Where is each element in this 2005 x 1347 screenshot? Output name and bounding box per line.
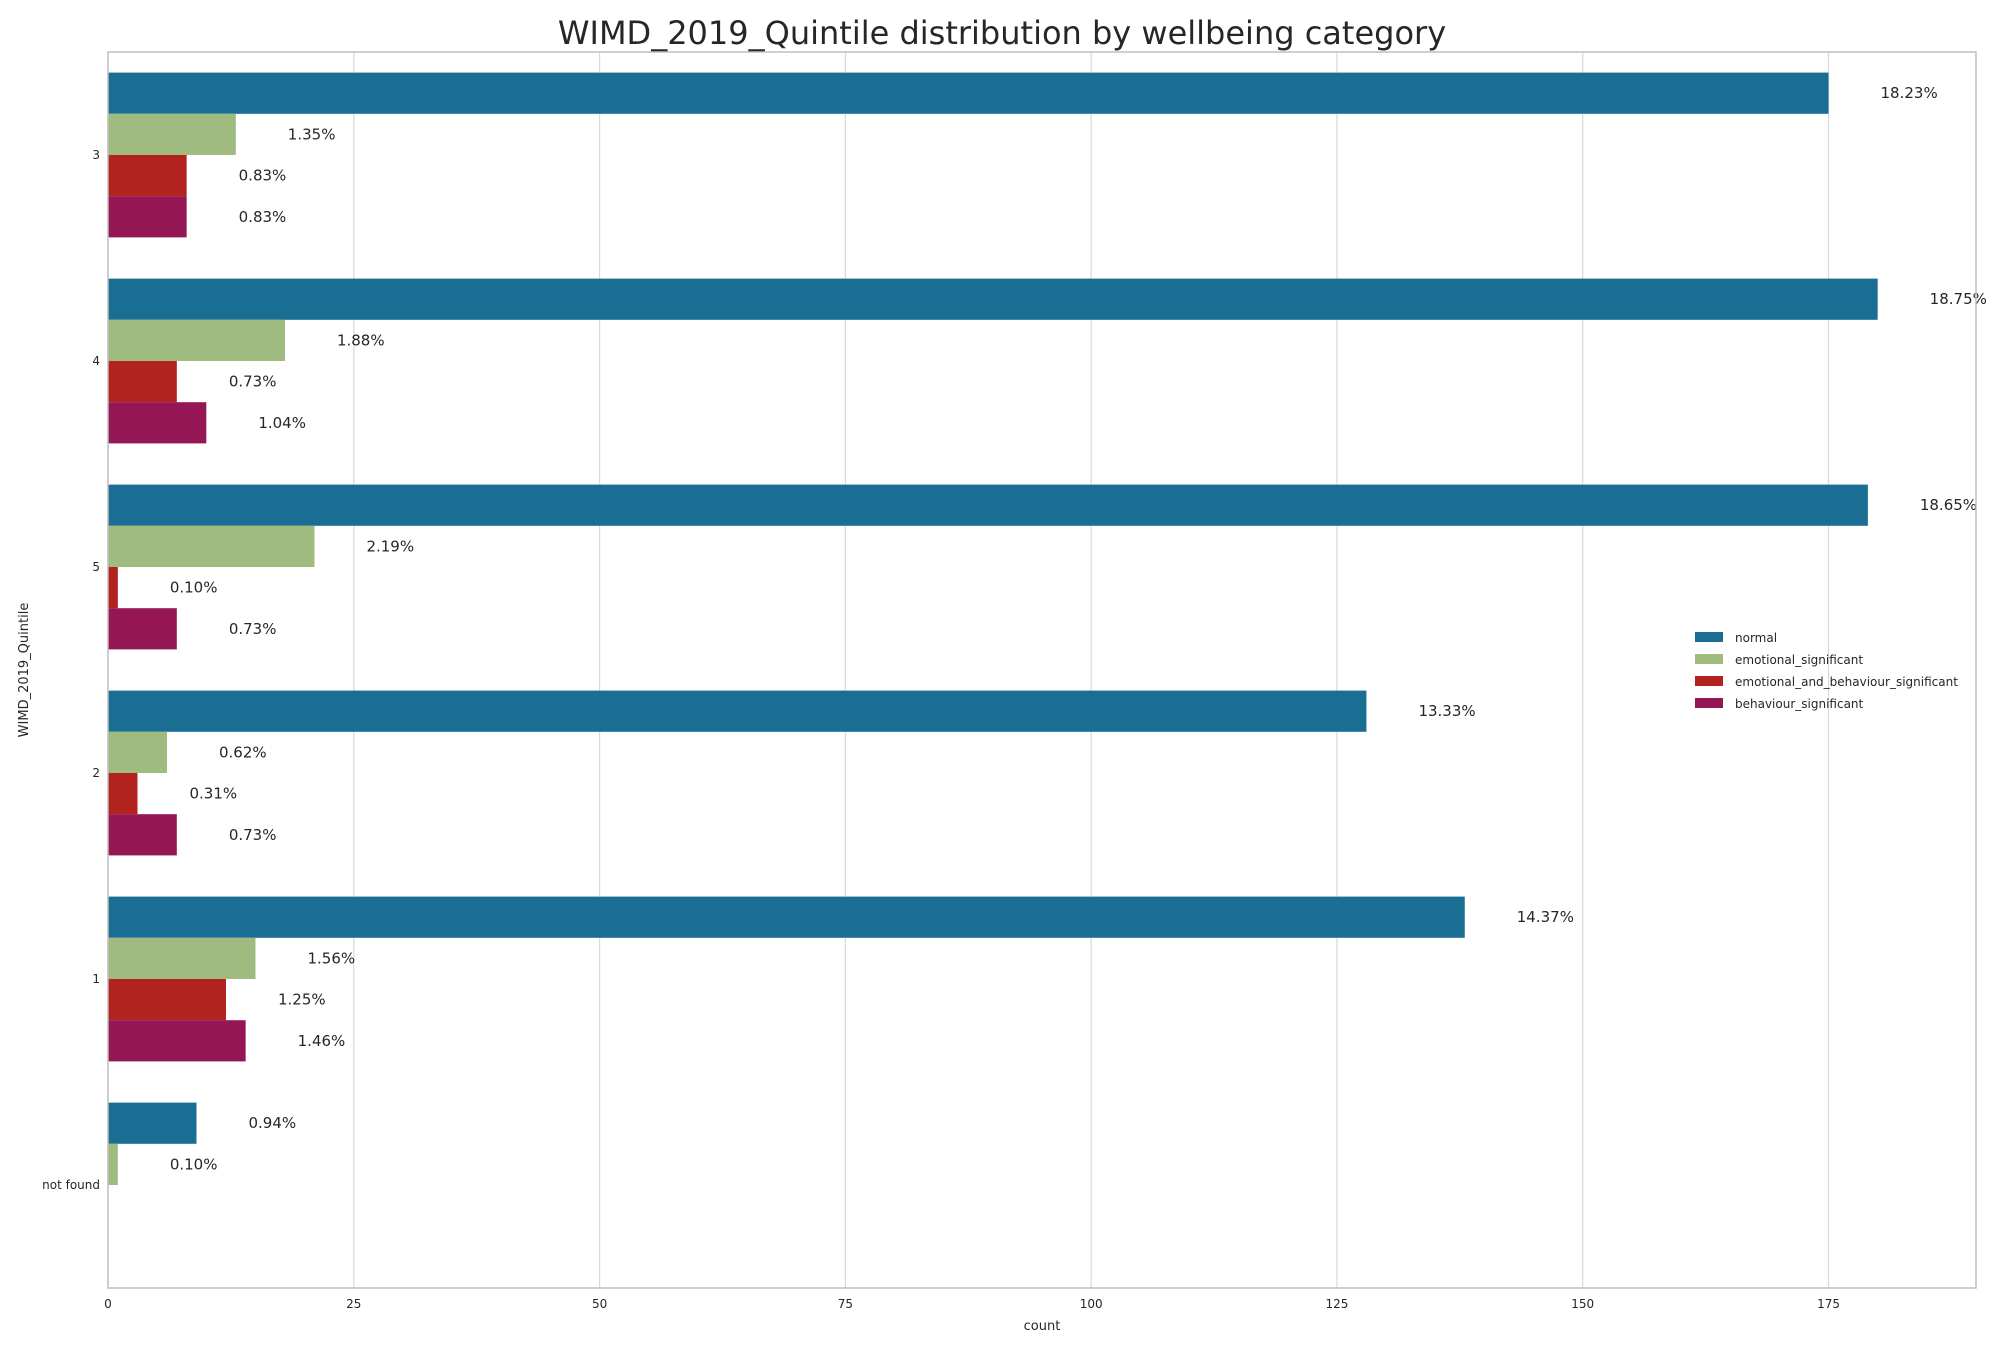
x-tick-label: 75 xyxy=(838,1297,853,1311)
x-tick-label: 125 xyxy=(1325,1297,1348,1311)
bar-value-label: 0.31% xyxy=(189,785,237,803)
legend-swatch xyxy=(1695,632,1723,642)
legend-label: emotional_and_behaviour_significant xyxy=(1735,675,1958,689)
bar-normal xyxy=(108,278,1878,320)
x-axis-label: count xyxy=(1024,1319,1061,1334)
x-tick-label: 0 xyxy=(104,1297,112,1311)
bar-behaviour-significant xyxy=(108,814,177,856)
bar-emotional-and-behaviour-significant xyxy=(108,773,138,815)
x-tick-label: 25 xyxy=(346,1297,361,1311)
bar-emotional-significant xyxy=(108,319,285,361)
bar-value-label: 1.46% xyxy=(298,1032,346,1050)
legend-label: behaviour_significant xyxy=(1735,697,1864,711)
y-tick-label: 2 xyxy=(92,766,100,780)
x-tick-label: 50 xyxy=(592,1297,607,1311)
bar-value-label: 0.94% xyxy=(248,1114,296,1132)
bar-value-label: 1.04% xyxy=(258,414,306,432)
legend-label: emotional_significant xyxy=(1735,653,1863,667)
bar-value-label: 2.19% xyxy=(366,537,414,555)
bar-value-label: 0.10% xyxy=(170,1155,218,1173)
bar-value-label: 0.83% xyxy=(239,208,287,226)
legend-label: normal xyxy=(1735,631,1777,645)
bar-emotional-and-behaviour-significant xyxy=(108,361,177,403)
bar-value-label: 14.37% xyxy=(1517,908,1574,926)
bar-value-label: 18.23% xyxy=(1881,84,1938,102)
bar-normal xyxy=(108,690,1367,732)
bar-value-label: 0.73% xyxy=(229,620,277,638)
bars xyxy=(108,72,1878,1185)
bar-value-label: 18.75% xyxy=(1930,290,1987,308)
bar-value-label: 0.73% xyxy=(229,373,277,391)
bar-emotional-and-behaviour-significant xyxy=(108,979,226,1021)
bar-value-label: 1.25% xyxy=(278,991,326,1009)
x-tick-label: 175 xyxy=(1817,1297,1840,1311)
y-tick-label: 3 xyxy=(92,148,100,162)
x-ticks: 0 25 50 75 100 125 150 175 xyxy=(104,1297,1840,1311)
x-tick-label: 150 xyxy=(1571,1297,1594,1311)
bar-emotional-significant xyxy=(108,731,167,773)
bar-value-label: 0.73% xyxy=(229,826,277,844)
bar-emotional-significant xyxy=(108,937,256,979)
bar-value-label: 0.10% xyxy=(170,579,218,597)
bar-emotional-significant xyxy=(108,113,236,155)
y-tick-label: not found xyxy=(42,1178,100,1192)
bar-labels: 18.23% 18.75% 18.65% 13.33% 14.37% 0.94% 1.35%… xyxy=(170,84,1987,1173)
bar-value-label: 13.33% xyxy=(1418,702,1475,720)
x-tick-label: 100 xyxy=(1080,1297,1103,1311)
bar-behaviour-significant xyxy=(108,1020,246,1062)
bar-behaviour-significant xyxy=(108,608,177,650)
bar-behaviour-significant xyxy=(108,402,207,444)
y-tick-label: 5 xyxy=(92,560,100,574)
gridlines xyxy=(107,52,1830,1288)
bar-value-label: 1.56% xyxy=(307,949,355,967)
plot-frame xyxy=(107,51,1977,1289)
bar-normal xyxy=(108,896,1465,938)
bar-emotional-significant xyxy=(108,525,315,567)
bar-value-label: 1.88% xyxy=(337,331,385,349)
legend-swatch xyxy=(1695,654,1723,664)
legend-swatch xyxy=(1695,698,1723,708)
bar-value-label: 0.62% xyxy=(219,743,267,761)
bar-emotional-and-behaviour-significant xyxy=(108,567,118,609)
bar-value-label: 0.83% xyxy=(239,167,287,185)
bar-behaviour-significant xyxy=(108,196,187,238)
y-axis-label: WIMD_2019_Quintile xyxy=(17,603,32,738)
bar-normal xyxy=(108,72,1829,114)
y-tick-label: 4 xyxy=(92,354,100,368)
legend: normal emotional_significant emotional_and… xyxy=(1695,631,1958,711)
bar-normal xyxy=(108,484,1868,526)
bar-value-label: 1.35% xyxy=(288,125,336,143)
y-tick-label: 1 xyxy=(92,972,100,986)
bar-emotional-and-behaviour-significant xyxy=(108,155,187,197)
y-ticks: 3 4 5 2 1 not found xyxy=(42,148,100,1192)
chart-title: WIMD_2019_Quintile distribution by wellb… xyxy=(558,14,1446,52)
bar-emotional-significant xyxy=(108,1143,118,1185)
bar-normal xyxy=(108,1102,197,1144)
bar-value-label: 18.65% xyxy=(1920,496,1977,514)
legend-swatch xyxy=(1695,676,1723,686)
